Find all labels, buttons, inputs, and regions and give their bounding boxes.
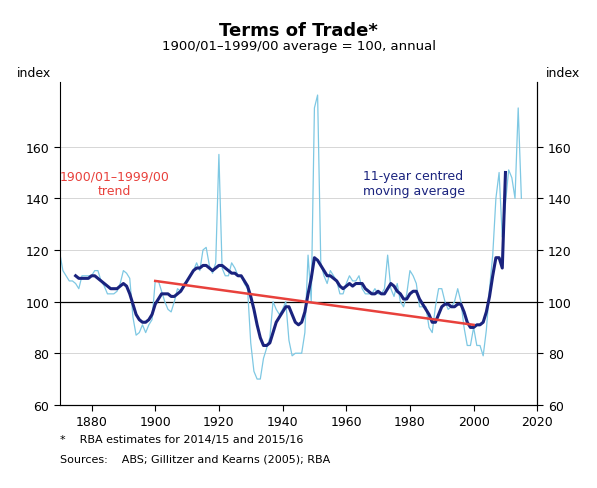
Text: 11-year centred
moving average: 11-year centred moving average [363,170,465,198]
Text: index: index [17,67,51,80]
Text: 1900/01–1999/00
trend: 1900/01–1999/00 trend [60,170,170,198]
Text: 1900/01–1999/00 average = 100, annual: 1900/01–1999/00 average = 100, annual [162,40,435,53]
Text: Terms of Trade*: Terms of Trade* [219,22,378,40]
Text: index: index [546,67,580,80]
Text: Sources:    ABS; Gillitzer and Kearns (2005); RBA: Sources: ABS; Gillitzer and Kearns (2005… [60,453,330,463]
Text: *    RBA estimates for 2014/15 and 2015/16: * RBA estimates for 2014/15 and 2015/16 [60,434,303,444]
